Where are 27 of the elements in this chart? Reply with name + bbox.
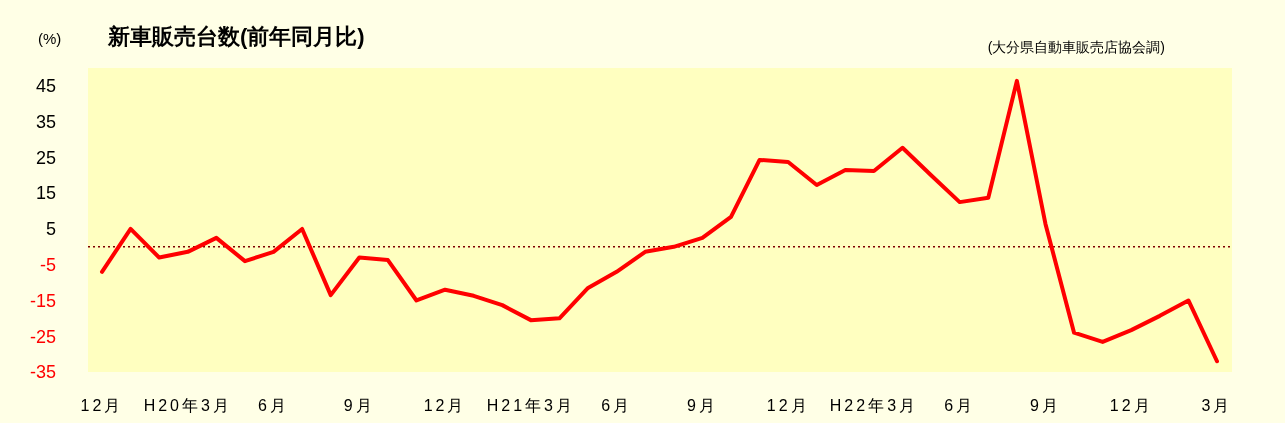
x-tick-label: 3月 [1201,397,1233,414]
x-tick-label: H20年3月 [143,397,232,414]
y-tick-label: -5 [39,255,56,276]
x-tick-label: 9月 [1030,397,1061,414]
y-tick-label: -15 [29,290,56,311]
x-tick-label: 12月 [766,397,810,414]
x-tick-label: 6月 [944,397,976,414]
y-tick-label: 15 [35,183,56,204]
x-tick-label: 12月 [423,397,467,414]
x-tick-label: H22年3月 [829,397,919,414]
x-tick-label: 12月 [1109,397,1153,414]
x-tick-label: H21年3月 [486,397,575,414]
x-tick-label: 9月 [686,397,718,414]
text: (大分県自動車販売店協会調) [987,39,1165,55]
chart-title: 新車販売台数(前年同月比) [107,24,365,49]
x-tick-label: 6月 [258,397,289,414]
y-axis-title: (%) [38,30,62,47]
y-tick-label: 5 [45,219,56,240]
y-tick-label: 25 [35,147,56,168]
y-tick-label: 35 [35,111,56,132]
x-tick-label: 9月 [343,397,375,414]
x-tick-label: 6月 [601,397,633,414]
x-tick-label: 12月 [80,397,124,414]
y-tick-label: -25 [29,326,56,347]
y-tick-label: 45 [35,76,56,97]
y-tick-label: -35 [29,362,56,383]
line-series [100,78,1219,364]
